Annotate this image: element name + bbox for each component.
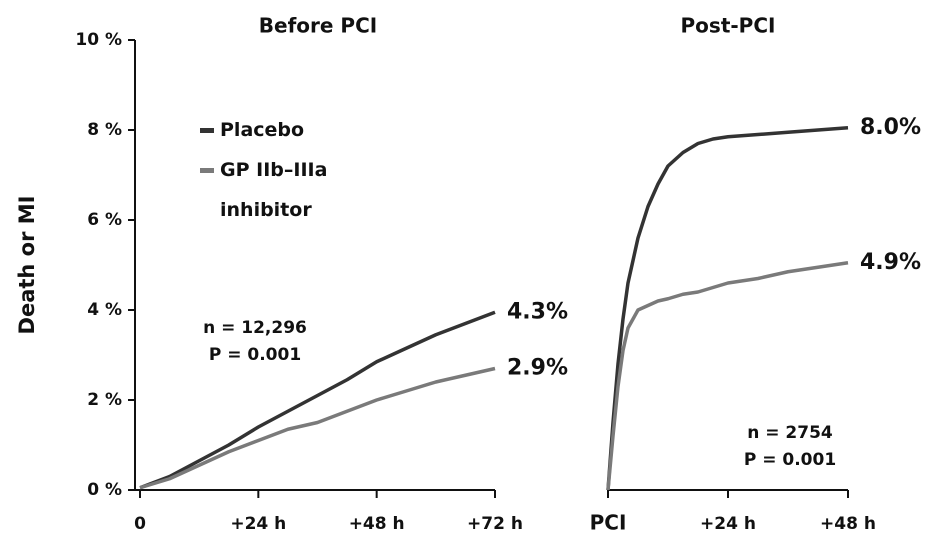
x-tick-label: +48 h: [820, 514, 876, 534]
end-label: 4.9%: [860, 250, 921, 275]
legend-swatch: [200, 128, 214, 133]
legend-swatch: [200, 168, 214, 173]
line-series: [606, 126, 849, 491]
y-tick-label: 6 %: [87, 210, 122, 230]
legend: Placebo GP IIb–IIIa inhibitor: [200, 110, 410, 230]
y-tick-label: 2 %: [87, 390, 122, 410]
annotation: P = 0.001: [209, 345, 301, 365]
end-label: 8.0%: [860, 115, 921, 140]
line-series: [139, 366, 496, 490]
legend-item: GP IIb–IIIa inhibitor: [200, 150, 410, 230]
line-series: [139, 310, 496, 490]
legend-item: Placebo: [200, 110, 410, 150]
y-tick-label: 10 %: [75, 30, 122, 50]
legend-label: Placebo: [220, 119, 305, 141]
x-tick-label: +48 h: [349, 514, 405, 534]
x-tick-label: PCI: [590, 511, 627, 535]
x-tick-label: +24 h: [230, 514, 286, 534]
y-axis-label: Death or MI: [15, 196, 39, 335]
y-tick-label: 4 %: [87, 300, 122, 320]
x-tick-label: +72 h: [467, 514, 523, 534]
end-label: 4.3%: [507, 299, 568, 324]
chart-title: Before PCI: [259, 14, 377, 38]
end-label: 2.9%: [507, 356, 568, 381]
chart-title: Post-PCI: [681, 14, 776, 38]
y-tick-label: 8 %: [87, 120, 122, 140]
line-series: [606, 261, 849, 491]
legend-label: GP IIb–IIIa inhibitor: [220, 159, 328, 221]
annotation: n = 12,296: [203, 318, 307, 338]
x-tick-label: +24 h: [700, 514, 756, 534]
y-tick-label: 0 %: [87, 480, 122, 500]
x-tick-label: 0: [134, 514, 146, 534]
annotation: n = 2754: [747, 423, 833, 443]
annotation: P = 0.001: [744, 450, 836, 470]
